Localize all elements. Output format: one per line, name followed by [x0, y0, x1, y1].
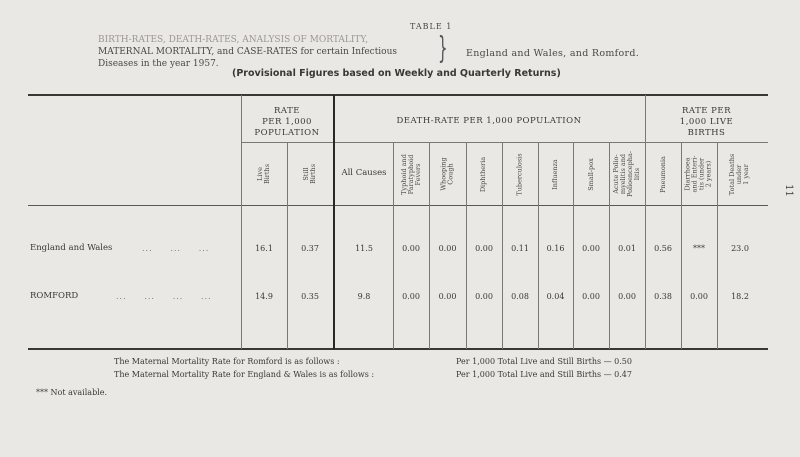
table-cell: 0.04 [546, 292, 565, 301]
table-cell: 0.16 [546, 244, 565, 253]
table-cell: 0.01 [618, 244, 636, 253]
table-cell: 0.38 [654, 292, 672, 301]
col-header-typhoid: Typhoid and Paratyphoid Fevers [399, 153, 422, 195]
col-divider [573, 142, 574, 349]
col-divider [538, 142, 539, 349]
col-header-polio: Acute Polio- myelitis and Polioencepha- … [612, 150, 642, 198]
table-cell: 23.0 [731, 244, 749, 253]
table-label: TABLE 1 [410, 22, 453, 31]
col-divider [609, 142, 610, 349]
col-divider [645, 95, 646, 349]
col-divider [717, 142, 718, 349]
row-label-romford: ROMFORD [30, 291, 79, 301]
title-line-1: BIRTH-RATES, DEATH-RATES, ANALYSIS OF MO… [98, 35, 369, 45]
table-cell: 0.00 [438, 244, 457, 253]
table-title: BIRTH-RATES, DEATH-RATES, ANALYSIS OF MO… [98, 34, 438, 70]
table-bottom-rule [28, 348, 768, 350]
table-cell: 0.56 [654, 244, 672, 253]
col-divider [241, 95, 242, 349]
table-cell: 0.00 [402, 292, 420, 301]
table-cell: 0.08 [511, 292, 529, 301]
table-cell: 0.00 [438, 292, 457, 301]
table-cell: 0.37 [301, 244, 319, 253]
col-divider [681, 142, 682, 349]
col-header-smallpox: Small-pox [586, 157, 595, 191]
table-cell: 9.8 [357, 292, 371, 301]
region-text: England and Wales, and Romford. [466, 48, 640, 59]
col-header-diarrhoea: Diarrhoea and Enteri- tis (under 2 years… [684, 155, 713, 193]
table-cell: 14.9 [255, 292, 273, 301]
table-cell: 0.00 [582, 244, 600, 253]
table-cell: 16.1 [255, 244, 273, 253]
col-header-infant-deaths: Total Deaths under 1 year [728, 153, 751, 195]
maternal-romford-label: The Maternal Mortality Rate for Romford … [114, 357, 340, 366]
row-label-england-wales: England and Wales [30, 243, 113, 253]
col-header-influenza: Influenza [550, 158, 559, 190]
maternal-ew-value: Per 1,000 Total Live and Still Births — … [456, 370, 632, 379]
col-header-still-births: Still Births [301, 163, 317, 185]
col-divider [287, 142, 288, 349]
brace-icon: } [438, 31, 448, 66]
table-cell: 0.00 [690, 292, 708, 301]
table-cell: 11.5 [355, 244, 373, 253]
col-header-pneumonia: Pneumonia [658, 155, 667, 193]
header-death-rate: DEATH-RATE PER 1,000 POPULATION [396, 116, 582, 126]
col-header-all-causes: All Causes [341, 168, 387, 178]
table-cell: 0.00 [475, 244, 493, 253]
col-divider [466, 142, 467, 349]
table-cell: 0.00 [475, 292, 493, 301]
col-header-diphtheria: Diphtheria [479, 156, 488, 192]
maternal-romford-value: Per 1,000 Total Live and Still Births — … [456, 357, 632, 366]
col-header-tuberculosis: Tuberculosis [515, 152, 524, 196]
subtitle: (Provisional Figures based on Weekly and… [232, 68, 561, 79]
header-group-rule [241, 142, 768, 143]
leader-dots: ... ... ... [142, 244, 210, 253]
table-cell: 0.00 [618, 292, 636, 301]
col-divider [333, 95, 335, 349]
maternal-ew-label: The Maternal Mortality Rate for England … [114, 370, 375, 379]
col-header-whooping-cough: Whooping Cough [439, 157, 455, 191]
page-number: 11 [782, 184, 794, 197]
header-bottom-rule [28, 205, 768, 206]
col-divider [429, 142, 430, 349]
table-cell: 0.11 [511, 244, 529, 253]
col-divider [502, 142, 503, 349]
table-top-rule [28, 94, 768, 96]
header-rate-population: RATE PER 1,000 POPULATION [254, 106, 320, 138]
table-cell: 0.35 [301, 292, 319, 301]
header-rate-live-births: RATE PER 1,000 LIVE BIRTHS [679, 106, 734, 138]
title-line-3: Diseases in the year 1957. [98, 59, 219, 69]
table-cell: 0.00 [402, 244, 420, 253]
col-header-live-births: Live Births [255, 163, 271, 185]
table-cell: *** [693, 244, 705, 253]
title-line-2: MATERNAL MORTALITY, and CASE-RATES for c… [98, 47, 398, 57]
table-cell: 18.2 [731, 292, 749, 301]
footnote-not-available: *** Not available. [36, 388, 108, 397]
leader-dots: ... ... ... ... [116, 292, 212, 301]
col-divider [393, 142, 394, 349]
table-cell: 0.00 [582, 292, 600, 301]
